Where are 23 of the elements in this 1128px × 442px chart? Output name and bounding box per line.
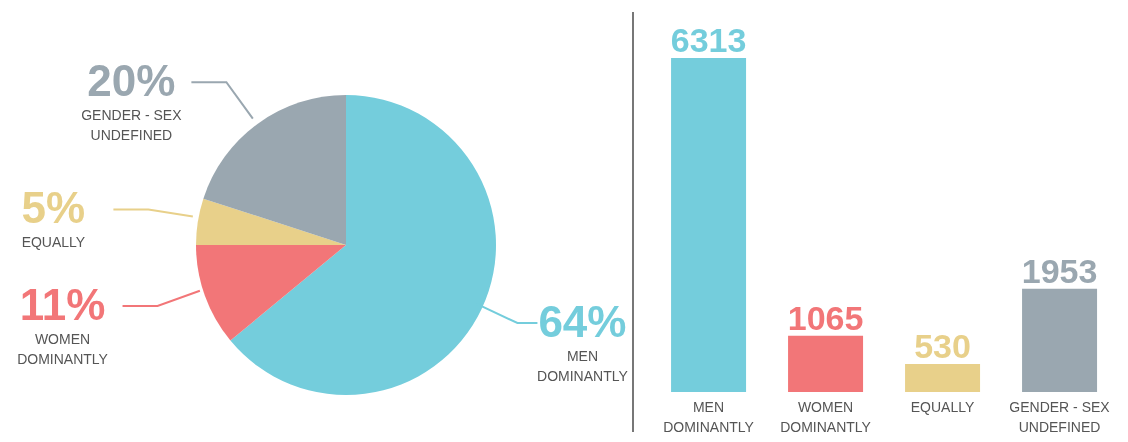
bar <box>788 335 864 392</box>
slice-label: GENDER - SEX UNDEFINED <box>81 107 183 144</box>
x-tick-label: MEN DOMINANTLY <box>663 399 755 435</box>
data-label: 1065 <box>787 298 864 337</box>
slice-label: WOMEN DOMINANTLY <box>17 331 109 368</box>
data-label: 1953 <box>1021 251 1098 290</box>
bar <box>1022 288 1098 392</box>
data-label: 64% <box>538 297 627 347</box>
data-label: 530 <box>914 326 971 365</box>
x-tick-label: WOMEN DOMINANTLY <box>780 399 872 435</box>
x-tick-label: GENDER - SEX UNDEFINED <box>1009 399 1111 435</box>
pie-slice <box>196 198 346 245</box>
pie-slice <box>203 95 346 245</box>
bar <box>905 363 981 392</box>
bar <box>671 58 747 392</box>
x-tick-label: EQUALLY <box>910 399 975 415</box>
slice-label: EQUALLY <box>21 234 86 251</box>
pie-slice <box>196 245 346 341</box>
data-label: 11% <box>19 280 106 330</box>
slice-label: MEN DOMINANTLY <box>537 348 629 385</box>
data-label: 5% <box>21 183 86 233</box>
data-label: 20% <box>87 56 176 106</box>
data-label: 6313 <box>670 21 747 59</box>
